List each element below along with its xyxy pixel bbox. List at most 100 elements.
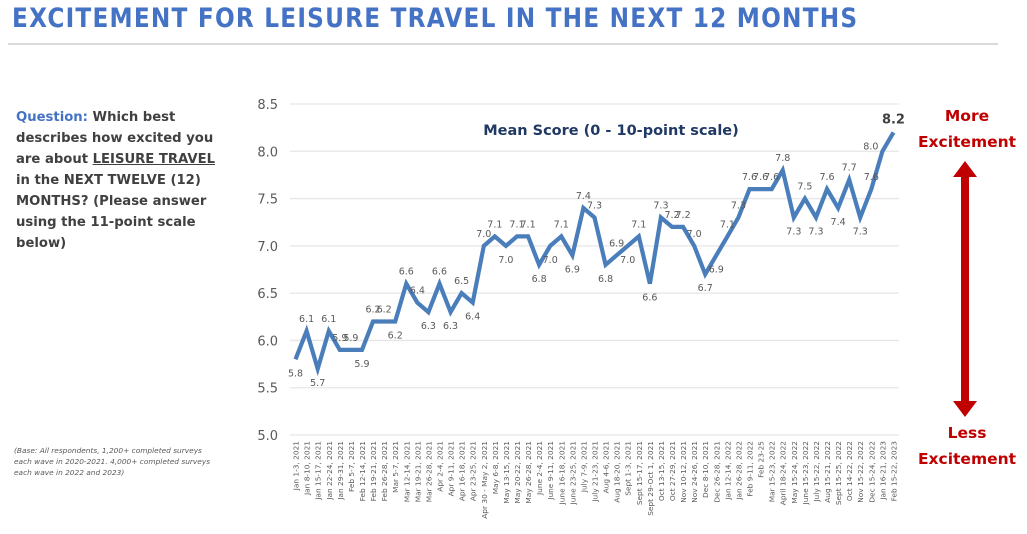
page-title: EXCITEMENT FOR LEISURE TRAVEL IN THE NEX… <box>12 3 859 34</box>
x-tick-label: Feb 9-11, 2022 <box>746 441 755 497</box>
x-tick-label: July 21-23, 2021 <box>591 441 600 503</box>
data-label: 6.6 <box>399 267 414 278</box>
data-label: 7.6 <box>742 172 757 183</box>
x-tick-label: July 7-9, 2021 <box>579 441 588 494</box>
x-tick-label: Feb 26-28, 2021 <box>380 441 389 502</box>
data-label: 7.0 <box>543 255 558 266</box>
data-label: 7.0 <box>620 255 635 266</box>
data-label: 6.2 <box>388 331 403 342</box>
question-text-before: Which best describes how excited you are… <box>16 110 214 167</box>
gridlines <box>290 103 899 436</box>
x-tick-label: Apr 23-25, 2021 <box>469 441 478 501</box>
y-tick-label: 6.5 <box>257 287 278 302</box>
scale-arrow <box>953 161 977 417</box>
base-note: (Base: All respondents, 1,200+ completed… <box>14 446 211 477</box>
data-label: 5.8 <box>288 368 303 379</box>
data-label: 7.0 <box>476 229 491 240</box>
arrow-down-icon <box>953 401 977 417</box>
x-tick-label: Mar 15-23, 2022 <box>768 441 777 502</box>
more-excitement-label: More Excitement <box>912 103 1022 155</box>
data-label: 6.4 <box>465 312 480 323</box>
data-label: 7.0 <box>498 255 513 266</box>
data-label: 6.3 <box>421 321 436 332</box>
data-label: 7.3 <box>653 200 668 211</box>
data-label: 7.6 <box>864 172 879 183</box>
data-label: 8.0 <box>863 141 878 152</box>
data-label: 7.3 <box>731 200 746 211</box>
x-tick-label: Dec 8-10, 2021 <box>701 441 710 498</box>
y-tick-label: 7.5 <box>257 193 278 208</box>
more-label-line1: More <box>944 107 990 125</box>
data-label: 6.3 <box>443 321 458 332</box>
x-tick-label: Dec 26-28, 2021 <box>712 441 721 503</box>
x-tick-label: Sept 1-3, 2021 <box>624 441 633 496</box>
data-label: 7.1 <box>509 219 524 230</box>
data-label: 7.4 <box>831 217 846 228</box>
x-tick-label: Oct 27-29, 2021 <box>668 441 677 501</box>
arrow-up-icon <box>953 161 977 177</box>
x-tick-label: Feb 23-25 <box>757 441 766 478</box>
data-label: 5.9 <box>332 333 347 344</box>
x-tick-label: Jan 16-21, 2023 <box>878 441 887 501</box>
data-label: 7.1 <box>554 219 569 230</box>
y-tick-label: 8.0 <box>257 145 278 160</box>
x-tick-label: Jan 29-31, 2021 <box>336 441 345 501</box>
data-label: 7.1 <box>521 219 536 230</box>
data-label: 6.8 <box>532 274 547 285</box>
y-tick-label: 5.0 <box>257 429 278 444</box>
data-label: 6.2 <box>377 305 392 316</box>
data-label: 7.6 <box>753 172 768 183</box>
x-tick-label: Oct 14-22, 2022 <box>845 441 854 501</box>
x-tick-label: Sept 15-17, 2021 <box>635 441 644 505</box>
question-text-after: in the NEXT TWELVE (12) MONTHS? (Please … <box>16 173 207 251</box>
x-tick-label: June 15-23, 2022 <box>801 441 810 505</box>
x-tick-label: Feb 5-7, 2021 <box>347 441 356 492</box>
y-tick-label: 5.5 <box>257 382 278 397</box>
y-axis-ticks: 5.0 5.5 6.0 6.5 7.0 7.5 8.0 8.5 <box>257 98 278 444</box>
x-tick-label: Nov 24-26, 2021 <box>690 441 699 503</box>
y-tick-label: 8.5 <box>257 98 278 113</box>
y-tick-label: 7.0 <box>257 240 278 255</box>
x-tick-label: Apr 30 - May 2, 2021 <box>480 441 489 519</box>
x-tick-label: Aug 4-6, 2021 <box>602 441 611 494</box>
data-label: 7.7 <box>842 163 857 174</box>
x-tick-label: Dec 15-24, 2022 <box>867 441 876 503</box>
less-label-line1: Less <box>947 424 987 442</box>
x-tick-label: Jan 8-10, 2021 <box>303 441 312 496</box>
x-tick-label: Jan 22-24, 2021 <box>325 441 334 501</box>
x-tick-label: Jan 26-28, 2022 <box>734 441 743 501</box>
y-tick-label: 6.0 <box>257 334 278 349</box>
data-label: 6.9 <box>709 264 724 275</box>
data-label: 7.3 <box>808 226 823 237</box>
x-tick-label: Mar 12-14, 2021 <box>402 441 411 503</box>
data-labels: 5.86.15.76.15.95.95.96.26.26.26.66.46.36… <box>288 112 905 388</box>
x-tick-label: Aug 15-21, 2022 <box>823 441 832 503</box>
x-tick-label: Jan 1-3, 2021 <box>292 441 301 492</box>
series-line-mean-score <box>293 131 896 377</box>
x-tick-label: May 15-24, 2022 <box>790 441 799 504</box>
x-tick-label: June 23-25, 2021 <box>568 441 577 506</box>
data-label: 6.8 <box>598 274 613 285</box>
data-label: 6.9 <box>609 238 624 249</box>
data-label: 6.1 <box>321 314 336 325</box>
x-tick-label: Apr 9-11, 2021 <box>447 441 456 497</box>
data-label: 7.5 <box>797 182 812 193</box>
data-label: 6.4 <box>410 286 425 297</box>
x-tick-label: June 9-11, 2021 <box>546 441 555 501</box>
data-label: 7.4 <box>576 191 591 202</box>
x-tick-label: Sept 29-Oct 1, 2021 <box>646 441 655 516</box>
question-emphasis: LEISURE TRAVEL <box>92 152 215 167</box>
less-excitement-label: Less Excitement <box>912 420 1022 472</box>
data-label: 8.2 <box>882 112 905 127</box>
data-label: 7.8 <box>775 153 790 164</box>
x-tick-label: Aug 18-20, 2021 <box>613 441 622 503</box>
series-line-group <box>293 131 896 377</box>
x-tick-label: June 2-4, 2021 <box>535 441 544 496</box>
data-label: 7.1 <box>720 219 735 230</box>
data-label: 7.6 <box>764 172 779 183</box>
x-tick-label: July 15-22, 2022 <box>812 441 821 503</box>
data-label: 5.9 <box>354 359 369 370</box>
x-tick-label: May 13-15, 2021 <box>502 441 511 504</box>
data-label: 6.7 <box>698 283 713 294</box>
x-tick-label: Nov 15-22, 2022 <box>856 441 865 503</box>
